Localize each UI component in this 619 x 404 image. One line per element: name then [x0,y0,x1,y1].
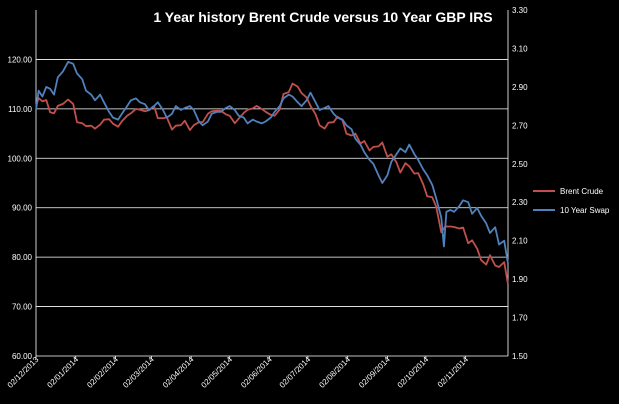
x-tick-label: 02/01/2014 [45,355,80,390]
right-tick-label: 2.90 [512,83,528,92]
right-tick-label: 2.50 [512,160,528,169]
right-tick-label: 2.30 [512,198,528,207]
legend-label-swap: 10 Year Swap [560,206,610,215]
left-tick-label: 60.00 [12,352,33,361]
series-layer [35,61,509,285]
chart-title: 1 Year history Brent Crude versus 10 Yea… [153,9,492,25]
right-tick-label: 1.70 [512,314,528,323]
x-tick-label: 02/02/2014 [85,355,120,390]
x-axis: 02/12/2013 02/01/2014 02/02/2014 02/03/2014… [6,355,471,390]
gridlines [36,59,508,357]
x-tick-label: 02/06/2014 [239,355,274,390]
legend-label-brent: Brent Crude [560,187,604,196]
right-tick-label: 1.50 [512,352,528,361]
left-tick-label: 70.00 [12,303,33,312]
left-tick-label: 90.00 [12,204,33,213]
x-tick-label: 02/07/2014 [278,355,313,390]
x-tick-label: 02/09/2014 [357,355,392,390]
x-tick-label: 02/05/2014 [199,355,234,390]
right-tick-label: 2.70 [512,121,528,130]
legend: Brent Crude 10 Year Swap [533,187,610,215]
ten-year-swap-line [35,61,509,264]
x-tick-label: 02/10/2014 [396,355,431,390]
left-tick-label: 80.00 [12,253,33,262]
right-tick-label: 3.10 [512,44,528,53]
x-tick-label: 02/03/2014 [121,355,156,390]
right-tick-label: 1.90 [512,275,528,284]
brent-crude-line [35,82,509,285]
right-tick-label: 2.10 [512,237,528,246]
x-tick-label: 02/04/2014 [161,355,196,390]
left-tick-label: 100.00 [8,154,33,163]
right-tick-label: 3.30 [512,6,528,15]
left-tick-label: 110.00 [8,105,32,114]
x-tick-label: 02/11/2014 [436,355,471,390]
right-y-axis: 1.50 1.70 1.90 2.10 2.30 2.50 2.70 2.90 3.10 3.30 [507,6,528,361]
left-tick-label: 120.00 [8,55,33,64]
left-y-axis: 60.00 70.00 80.00 90.00 100.00 110.00 120.00 [8,10,37,361]
x-tick-label: 02/08/2014 [317,355,352,390]
